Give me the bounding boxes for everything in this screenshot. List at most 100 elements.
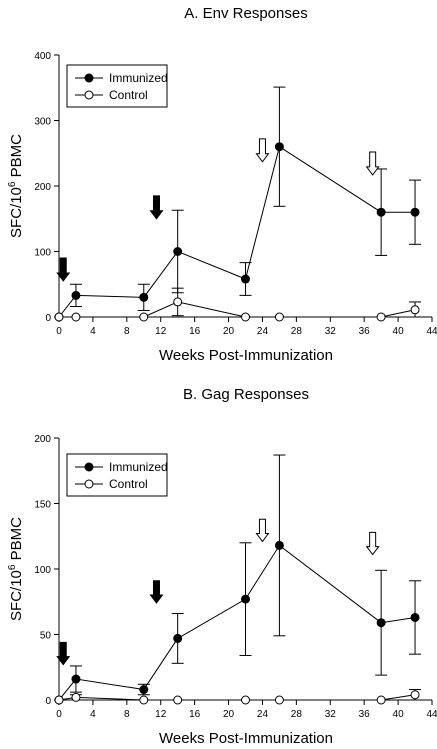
legend-marker-immunized bbox=[84, 73, 94, 83]
x-tick-label: 32 bbox=[325, 709, 337, 720]
x-tick-label: 12 bbox=[155, 709, 167, 720]
open-arrow-icon bbox=[365, 151, 380, 176]
data-point-control bbox=[241, 695, 250, 705]
legend-marker-control bbox=[84, 90, 94, 100]
data-point-control bbox=[410, 690, 420, 700]
x-tick-label: 40 bbox=[393, 709, 405, 720]
x-tick-label: 16 bbox=[189, 709, 201, 720]
y-tick-label: 150 bbox=[34, 500, 51, 511]
filled-arrow-icon bbox=[149, 195, 164, 220]
x-tick-label: 0 bbox=[56, 709, 62, 720]
x-tick-label: 16 bbox=[189, 326, 201, 337]
svg-text:SFC/106 PBMC: SFC/106 PBMC bbox=[7, 134, 25, 238]
chart-title: A. Env Responses bbox=[184, 5, 307, 22]
data-point-immunized bbox=[241, 274, 250, 284]
x-tick-label: 36 bbox=[359, 709, 371, 720]
data-point-control bbox=[274, 312, 284, 322]
y-tick-label: 100 bbox=[34, 248, 51, 259]
x-tick-label: 40 bbox=[393, 326, 405, 337]
x-tick-label: 0 bbox=[56, 326, 62, 337]
legend-marker-control bbox=[84, 479, 94, 489]
x-tick-label: 4 bbox=[90, 326, 96, 337]
filled-arrow-icon bbox=[149, 580, 164, 604]
y-tick-label: 400 bbox=[34, 51, 51, 62]
x-tick-label: 20 bbox=[223, 709, 235, 720]
y-axis-label-tail: PBMC bbox=[8, 517, 25, 565]
data-point-control bbox=[410, 305, 420, 315]
x-tick-label: 4 bbox=[90, 709, 96, 720]
data-point-immunized bbox=[274, 142, 284, 152]
legend-box bbox=[66, 453, 168, 497]
y-tick-label: 0 bbox=[45, 313, 51, 324]
legend-label-immunized: Immunized bbox=[109, 460, 168, 474]
filled-arrow-icon bbox=[56, 641, 71, 666]
series-line-immunized bbox=[58, 544, 416, 701]
y-axis-label: SFC/106 PBMC bbox=[7, 134, 25, 238]
data-point-control bbox=[241, 312, 250, 322]
open-arrow-icon bbox=[255, 138, 270, 163]
panel-a: A. Env Responses SFC/106 PBMC Weeks Post… bbox=[7, 5, 437, 364]
y-axis-label: SFC/106 PBMC bbox=[7, 517, 25, 621]
data-point-immunized bbox=[139, 292, 149, 302]
data-point-immunized bbox=[71, 674, 81, 684]
x-tick-label: 8 bbox=[124, 326, 130, 337]
y-tick-label: 100 bbox=[34, 565, 51, 576]
x-tick-label: 28 bbox=[291, 326, 303, 337]
x-tick-label: 20 bbox=[223, 326, 235, 337]
data-point-control bbox=[54, 312, 64, 322]
legend: Immunized Control bbox=[66, 453, 168, 497]
filled-arrow-icon bbox=[56, 257, 71, 282]
y-axis-label-sup: 6 bbox=[7, 181, 18, 187]
legend: Immunized Control bbox=[66, 64, 168, 108]
data-point-control bbox=[139, 312, 149, 322]
data-point-control bbox=[173, 695, 183, 705]
x-tick-label: 8 bbox=[124, 709, 130, 720]
data-point-control bbox=[274, 695, 284, 705]
y-tick-label: 50 bbox=[40, 631, 52, 642]
series-line-control bbox=[59, 301, 416, 318]
y-axis-label-sup: 6 bbox=[7, 564, 18, 570]
data-point-immunized bbox=[139, 685, 149, 695]
panel-b: B. Gag Responses SFC/106 PBMC Weeks Post… bbox=[7, 386, 437, 747]
open-arrow-icon bbox=[255, 518, 270, 543]
data-point-control bbox=[71, 692, 81, 702]
x-axis-label: Weeks Post-Immunization bbox=[159, 730, 333, 747]
data-point-immunized bbox=[410, 207, 420, 217]
x-tick-label: 24 bbox=[257, 709, 269, 720]
plot-area: 0 50 100 150 200 0 4 8 12 16 20 24 28 32 36 40 44 bbox=[34, 434, 437, 720]
legend-label-control: Control bbox=[109, 88, 148, 102]
plot-area: 0 100 200 300 400 0 4 8 12 16 20 24 28 32 36 40 44 bbox=[34, 51, 437, 337]
y-tick-label: 200 bbox=[34, 182, 51, 193]
data-point-immunized bbox=[376, 207, 386, 217]
x-tick-label: 12 bbox=[155, 326, 167, 337]
data-point-immunized bbox=[173, 247, 183, 256]
y-tick-label: 0 bbox=[45, 696, 51, 707]
x-tick-label: 44 bbox=[426, 326, 437, 337]
data-point-control bbox=[54, 695, 64, 705]
data-point-immunized bbox=[274, 540, 284, 550]
data-point-control bbox=[173, 297, 183, 307]
data-point-immunized bbox=[71, 290, 81, 300]
chart-title: B. Gag Responses bbox=[183, 386, 309, 403]
svg-text:SFC/106 PBMC: SFC/106 PBMC bbox=[7, 517, 25, 621]
data-point-immunized bbox=[241, 594, 250, 604]
data-point-control bbox=[376, 695, 386, 705]
legend-label-immunized: Immunized bbox=[109, 71, 168, 85]
y-axis-label-main: SFC/10 bbox=[8, 570, 25, 621]
x-tick-label: 28 bbox=[291, 709, 303, 720]
x-tick-label: 36 bbox=[359, 326, 371, 337]
x-tick-label: 44 bbox=[426, 709, 437, 720]
y-tick-label: 300 bbox=[34, 117, 51, 128]
y-axis-label-tail: PBMC bbox=[8, 134, 25, 182]
y-tick-label: 200 bbox=[34, 434, 51, 445]
y-axis-label-main: SFC/10 bbox=[8, 187, 25, 238]
legend-box bbox=[66, 64, 168, 108]
data-point-immunized bbox=[173, 633, 183, 643]
series-line-control bbox=[58, 694, 416, 701]
series-line-immunized bbox=[58, 145, 416, 318]
x-tick-label: 32 bbox=[325, 326, 337, 337]
x-tick-label: 24 bbox=[257, 326, 269, 337]
data-point-control bbox=[139, 695, 149, 705]
data-point-control bbox=[376, 312, 386, 322]
